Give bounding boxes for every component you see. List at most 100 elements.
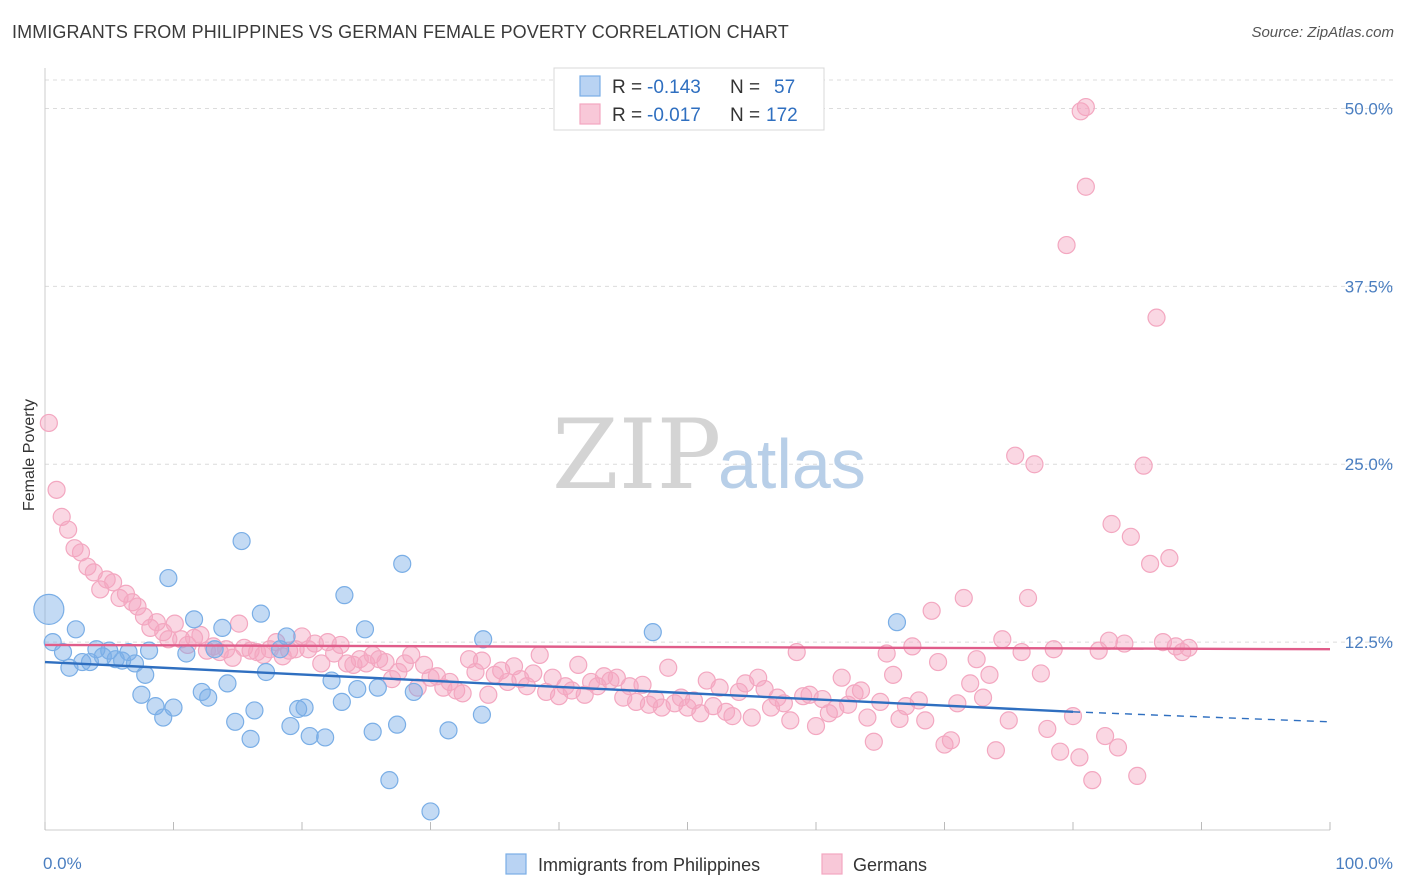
point-germans-151 — [1006, 446, 1025, 465]
point-germans-160 — [1063, 707, 1083, 726]
point-germans-107 — [723, 707, 742, 726]
point-philippines-25 — [205, 640, 224, 659]
point-philippines-27 — [218, 674, 237, 693]
point-philippines-37 — [289, 699, 308, 719]
bottom-legend-label-germans: Germans — [853, 855, 927, 875]
legend-n-value-1: 57 — [774, 77, 795, 98]
point-philippines-26 — [213, 618, 232, 637]
point-germans-131 — [877, 644, 896, 663]
axes — [44, 68, 1331, 831]
point-germans-1 — [47, 480, 66, 499]
point-germans-149 — [993, 630, 1012, 649]
point-philippines-49 — [387, 715, 407, 734]
point-germans-77 — [530, 645, 549, 665]
point-philippines-43 — [335, 586, 354, 605]
point-germans-124 — [832, 668, 851, 687]
x-tick-label-0: 0.0% — [43, 854, 82, 873]
point-germans-135 — [903, 637, 922, 656]
point-philippines-36 — [281, 716, 300, 736]
legend-swatch-germans — [579, 103, 601, 125]
legend-n-label-1: N = — [730, 77, 760, 98]
point-germans-93 — [633, 675, 652, 694]
point-philippines-42 — [332, 692, 351, 711]
chart-title: IMMIGRANTS FROM PHILIPPINES VS GERMAN FE… — [12, 22, 789, 42]
trend-line-germans — [44, 643, 1331, 651]
point-germans-155 — [1031, 664, 1050, 683]
bottom-legend-swatch-philippines — [505, 853, 527, 875]
point-germans-132 — [883, 665, 903, 684]
point-germans-153 — [1018, 588, 1038, 608]
point-germans-166 — [1102, 514, 1121, 534]
point-philippines-19 — [159, 568, 178, 588]
point-philippines-28 — [226, 712, 245, 731]
point-germans-53 — [376, 652, 395, 672]
point-germans-173 — [1147, 308, 1166, 327]
point-philippines-50 — [393, 554, 412, 573]
point-germans-20 — [165, 614, 184, 633]
point-philippines-30 — [241, 729, 260, 748]
point-philippines-29 — [232, 531, 251, 551]
point-germans-137 — [916, 711, 935, 730]
point-germans-68 — [472, 651, 491, 670]
chart-source: Source: ZipAtlas.com — [1251, 24, 1394, 41]
point-philippines-40 — [316, 728, 335, 747]
point-germans-14 — [128, 597, 147, 616]
point-germans-24 — [191, 625, 210, 645]
point-philippines-51 — [404, 682, 423, 702]
point-germans-145 — [967, 650, 986, 669]
point-germans-118 — [794, 687, 813, 706]
y-tick-label-0: 12.5% — [1345, 633, 1393, 652]
point-germans-154 — [1025, 455, 1044, 474]
point-germans-10 — [104, 573, 123, 592]
point-philippines-57 — [887, 613, 907, 632]
watermark-zip: ZIP — [552, 399, 721, 511]
point-germans-0 — [39, 413, 58, 433]
legend-r-label-1: R = — [612, 77, 642, 98]
point-germans-156 — [1038, 719, 1057, 739]
point-germans-138 — [922, 601, 941, 620]
point-philippines-48 — [380, 771, 399, 790]
point-philippines-14 — [132, 685, 151, 704]
legend-n-value-2: 172 — [766, 105, 798, 126]
point-philippines-22 — [184, 610, 204, 629]
point-philippines-12 — [119, 642, 138, 662]
point-germans-139 — [928, 652, 948, 672]
point-philippines-53 — [439, 721, 458, 740]
point-germans-152 — [1012, 642, 1031, 662]
point-germans-136 — [909, 691, 928, 710]
point-philippines-47 — [368, 678, 387, 697]
point-philippines-32 — [251, 604, 270, 623]
watermark-atlas: atlas — [718, 425, 866, 503]
point-philippines-38 — [295, 698, 314, 717]
point-philippines-0 — [33, 593, 65, 625]
point-philippines-35 — [277, 627, 296, 646]
point-germans-76 — [524, 664, 543, 683]
y-axis-label: Female Poverty — [21, 399, 38, 511]
point-philippines-2 — [53, 642, 73, 662]
point-germans-111 — [749, 668, 768, 687]
point-germans-43 — [312, 654, 331, 673]
point-philippines-52 — [421, 802, 440, 821]
point-germans-129 — [864, 732, 883, 751]
bottom-legend-swatch-germans — [821, 853, 843, 875]
point-germans-69 — [479, 685, 498, 704]
point-germans-147 — [980, 665, 999, 684]
point-germans-97 — [659, 658, 678, 677]
point-philippines-20 — [164, 698, 183, 717]
point-philippines-4 — [66, 620, 85, 639]
point-germans-117 — [787, 642, 806, 662]
point-germans-29 — [223, 648, 242, 667]
point-germans-163 — [1083, 771, 1102, 790]
point-germans-128 — [858, 708, 877, 727]
point-germans-172 — [1140, 554, 1160, 573]
point-germans-127 — [851, 681, 871, 700]
x-tick-labels: 0.0% 100.0% — [43, 854, 1393, 873]
point-germans-3 — [59, 520, 78, 539]
point-philippines-46 — [363, 722, 382, 741]
point-germans-146 — [973, 688, 993, 707]
trend-line-philippines — [44, 660, 1074, 714]
point-germans-89 — [607, 668, 626, 687]
point-philippines-45 — [355, 620, 375, 639]
point-germans-67 — [466, 662, 485, 682]
